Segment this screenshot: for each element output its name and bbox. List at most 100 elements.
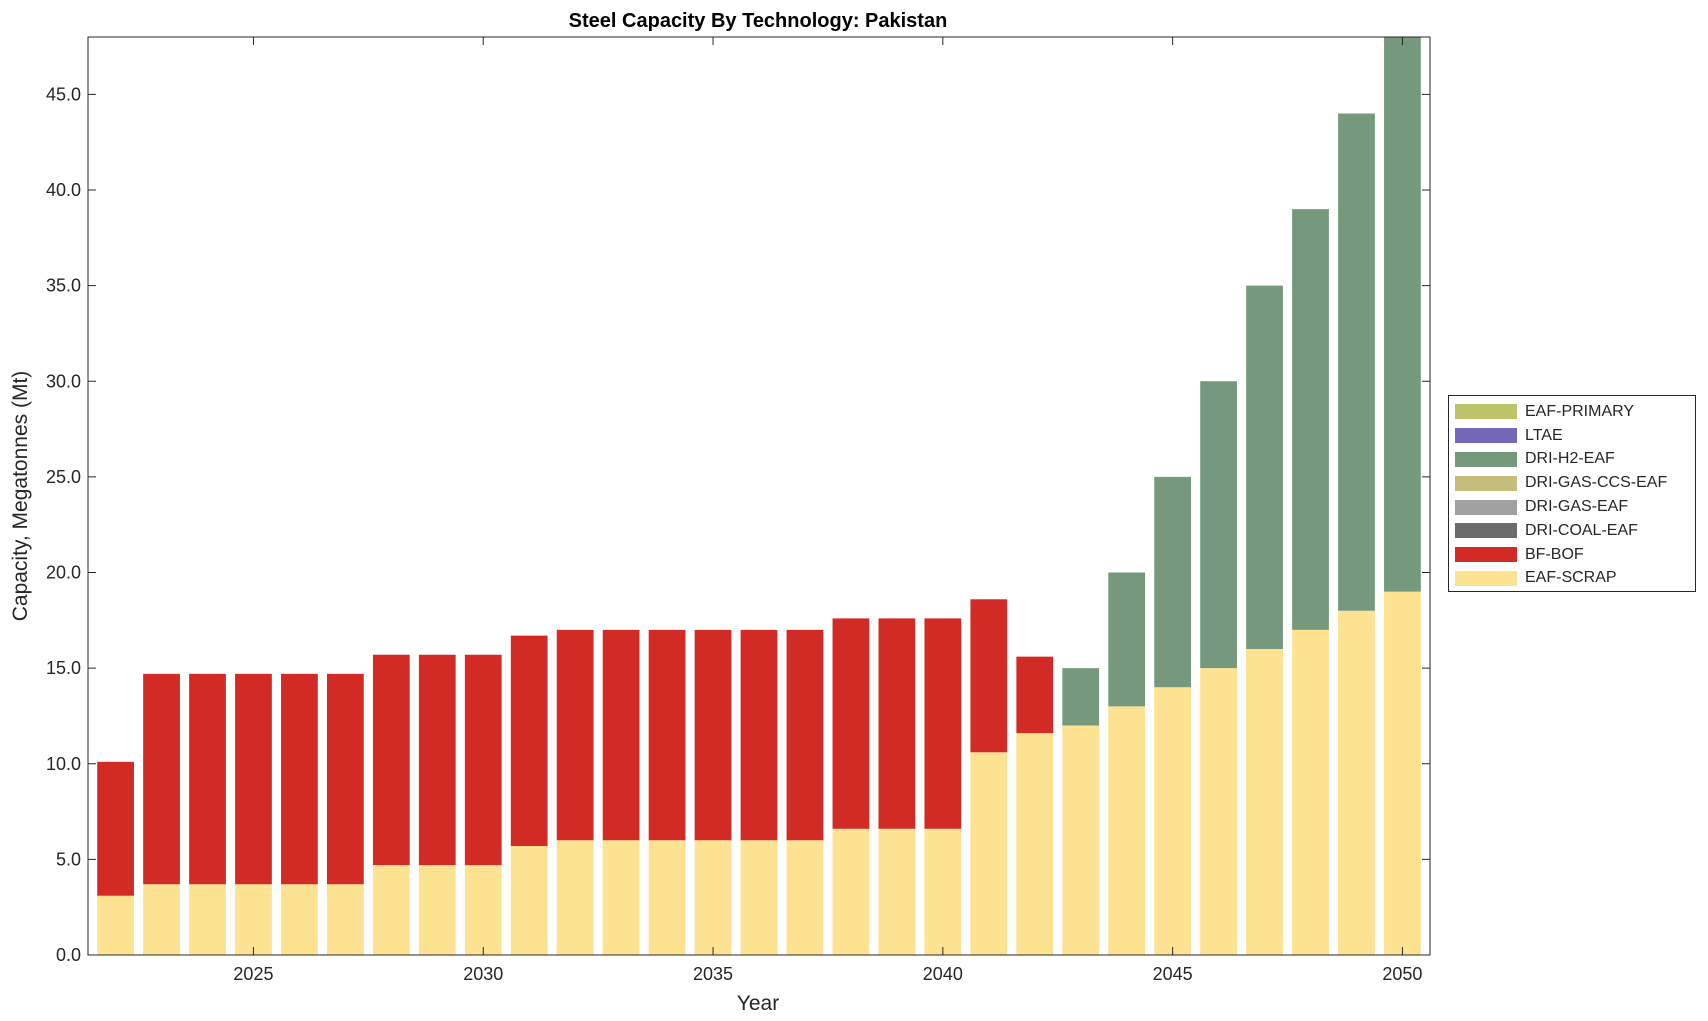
- bar-segment-eaf-scrap-2032: [556, 840, 594, 955]
- y-tick-label: 25.0: [46, 467, 81, 487]
- bar-segment-bf-bof-2030: [464, 654, 502, 866]
- bar-segment-eaf-scrap-2028: [372, 865, 410, 955]
- legend-item-bf-bof: BF-BOF: [1449, 543, 1695, 567]
- y-tick-label: 30.0: [46, 371, 81, 391]
- x-tick-label: 2045: [1153, 964, 1193, 984]
- bar-segment-dri-h2-eaf-2050: [1384, 37, 1421, 592]
- bar-segment-bf-bof-2031: [510, 635, 548, 846]
- bar-segment-dri-h2-eaf-2049: [1338, 113, 1375, 611]
- bar-segment-eaf-scrap-2026: [281, 884, 318, 955]
- legend-label: DRI-H2-EAF: [1525, 450, 1615, 468]
- y-tick-label: 35.0: [46, 276, 81, 296]
- bar-segment-eaf-scrap-2046: [1200, 668, 1237, 955]
- legend-swatch: [1455, 428, 1517, 444]
- legend-swatch: [1455, 451, 1517, 467]
- bar-segment-eaf-scrap-2042: [1016, 733, 1054, 955]
- x-tick-label: 2050: [1382, 964, 1422, 984]
- bar-segment-bf-bof-2041: [970, 599, 1008, 753]
- bar-segment-eaf-scrap-2029: [418, 865, 456, 955]
- bar-segment-dri-h2-eaf-2044: [1108, 572, 1146, 707]
- bar-segment-bf-bof-2032: [556, 629, 594, 841]
- bar-segment-eaf-scrap-2022: [97, 895, 134, 955]
- bar-segment-eaf-scrap-2034: [648, 840, 686, 955]
- bar-segment-bf-bof-2022: [97, 761, 134, 896]
- bar-segment-eaf-scrap-2027: [326, 884, 364, 955]
- bar-segment-eaf-scrap-2038: [832, 828, 870, 955]
- y-axis-label: Capacity, Megatonnes (Mt): [9, 371, 32, 622]
- bar-segment-eaf-scrap-2023: [143, 884, 180, 955]
- bar-segment-eaf-scrap-2043: [1062, 725, 1100, 955]
- bar-segment-eaf-scrap-2049: [1338, 610, 1375, 955]
- bar-segment-bf-bof-2029: [418, 654, 456, 866]
- legend-label: DRI-GAS-CCS-EAF: [1525, 474, 1668, 492]
- bar-segment-eaf-scrap-2031: [510, 845, 548, 955]
- bar-segment-bf-bof-2034: [648, 629, 686, 841]
- chart-title: Steel Capacity By Technology: Pakistan: [569, 10, 948, 32]
- legend-label: LTAE: [1525, 426, 1563, 444]
- bar-segment-bf-bof-2037: [786, 629, 824, 841]
- legend-item-ltae: LTAE: [1449, 424, 1695, 448]
- x-axis-label: Year: [737, 992, 779, 1015]
- bar-segment-eaf-scrap-2030: [464, 865, 502, 955]
- legend-swatch: [1455, 499, 1517, 515]
- bar-segment-eaf-scrap-2037: [786, 840, 824, 955]
- bar-segment-eaf-scrap-2041: [970, 752, 1008, 955]
- legend-label: EAF-SCRAP: [1525, 569, 1617, 587]
- legend-item-eaf-primary: EAF-PRIMARY: [1449, 400, 1695, 424]
- legend-item-dri-coal-eaf: DRI-COAL-EAF: [1449, 519, 1695, 543]
- legend-swatch: [1455, 570, 1517, 586]
- bar-segment-dri-h2-eaf-2043: [1062, 668, 1100, 726]
- bar-segment-eaf-scrap-2044: [1108, 706, 1146, 955]
- axes-group: 0.0 5.0 10.0 15.0 20.0 25.0 30.0 35.0 40.0 45.0 20…: [46, 37, 1430, 984]
- bar-segment-eaf-scrap-2036: [740, 840, 778, 955]
- legend-swatch: [1455, 523, 1517, 539]
- bar-segment-eaf-scrap-2039: [878, 828, 916, 955]
- bar-segment-dri-h2-eaf-2045: [1154, 476, 1192, 688]
- bar-segment-bf-bof-2033: [602, 629, 640, 841]
- bar-segment-eaf-scrap-2050: [1384, 591, 1421, 955]
- legend-item-dri-h2-eaf: DRI-H2-EAF: [1449, 448, 1695, 472]
- legend-label: DRI-GAS-EAF: [1525, 498, 1629, 516]
- y-tick-label: 45.0: [46, 84, 81, 104]
- legend-item-eaf-scrap: EAF-SCRAP: [1449, 567, 1695, 591]
- bar-segment-eaf-scrap-2047: [1246, 649, 1283, 955]
- legend-label: EAF-PRIMARY: [1525, 402, 1635, 420]
- y-tick-label: 15.0: [46, 658, 81, 678]
- bar-segment-eaf-scrap-2024: [189, 884, 226, 955]
- y-tick-label: 20.0: [46, 563, 81, 583]
- y-tick-label: 5.0: [56, 849, 81, 869]
- bar-segment-dri-h2-eaf-2048: [1292, 209, 1329, 630]
- legend-item-dri-gas-ccs-eaf: DRI-GAS-CCS-EAF: [1449, 471, 1695, 495]
- bar-segment-bf-bof-2040: [924, 618, 962, 829]
- bar-segment-bf-bof-2028: [372, 654, 410, 866]
- bar-segment-bf-bof-2035: [694, 629, 732, 841]
- bar-segment-eaf-scrap-2048: [1292, 629, 1329, 955]
- x-tick-label: 2030: [463, 964, 503, 984]
- bar-segment-bf-bof-2024: [189, 673, 226, 885]
- x-tick-label: 2040: [923, 964, 963, 984]
- bar-segment-bf-bof-2023: [143, 673, 180, 885]
- y-tick-label: 0.0: [56, 945, 81, 965]
- bar-segment-eaf-scrap-2045: [1154, 687, 1192, 955]
- bar-segment-bf-bof-2039: [878, 618, 916, 829]
- y-tick-label: 10.0: [46, 754, 81, 774]
- legend-label: DRI-COAL-EAF: [1525, 521, 1638, 539]
- legend-swatch: [1455, 404, 1517, 420]
- bar-segment-bf-bof-2025: [235, 673, 272, 885]
- legend-label: BF-BOF: [1525, 545, 1584, 563]
- bar-segment-bf-bof-2038: [832, 618, 870, 829]
- x-tick-label: 2035: [693, 964, 733, 984]
- legend-item-dri-gas-eaf: DRI-GAS-EAF: [1449, 495, 1695, 519]
- bar-segment-dri-h2-eaf-2047: [1246, 285, 1283, 649]
- legend-swatch: [1455, 475, 1517, 491]
- bar-segment-dri-h2-eaf-2046: [1200, 381, 1237, 669]
- bar-segment-bf-bof-2036: [740, 629, 778, 841]
- bar-segment-eaf-scrap-2033: [602, 840, 640, 955]
- plot-frame: [87, 36, 1431, 956]
- bar-segment-bf-bof-2042: [1016, 656, 1054, 734]
- bar-segment-eaf-scrap-2035: [694, 840, 732, 955]
- bar-segment-eaf-scrap-2040: [924, 828, 962, 955]
- bars-group: [97, 37, 1421, 955]
- x-tick-label: 2025: [233, 964, 273, 984]
